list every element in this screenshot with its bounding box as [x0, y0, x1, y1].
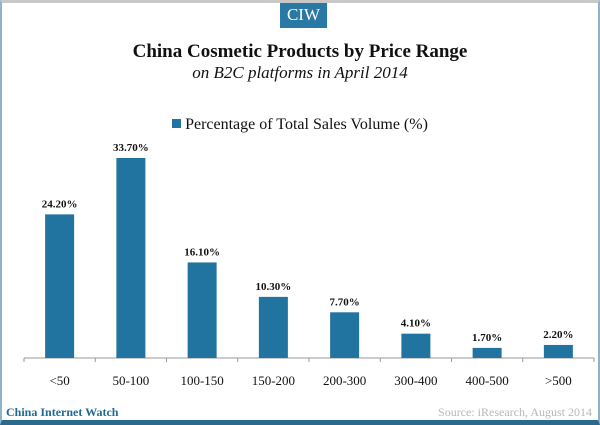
- x-tick-label: 200-300: [323, 373, 366, 388]
- data-label: 4.10%: [401, 318, 431, 330]
- data-label: 24.20%: [42, 198, 78, 210]
- bar: [401, 333, 431, 358]
- x-tick-label: 400-500: [465, 373, 508, 388]
- chart-subtitle: on B2C platforms in April 2014: [192, 63, 408, 82]
- bar: [543, 344, 573, 358]
- x-tick-label: <50: [49, 373, 69, 388]
- bar: [187, 262, 217, 358]
- data-label: 2.20%: [543, 329, 573, 341]
- x-tick-label: 50-100: [112, 373, 149, 388]
- data-label: 7.70%: [330, 296, 360, 308]
- bar: [472, 347, 502, 358]
- bar: [45, 214, 75, 358]
- brand-logo: CIW: [280, 3, 327, 28]
- bar: [330, 312, 360, 358]
- x-tick-label: >500: [545, 373, 572, 388]
- legend: Percentage of Total Sales Volume (%): [2, 116, 598, 134]
- x-tick-label: 300-400: [394, 373, 437, 388]
- bar: [116, 158, 146, 358]
- bar: [258, 296, 288, 358]
- data-label: 1.70%: [472, 332, 502, 344]
- x-tick-label: 150-200: [252, 373, 295, 388]
- footer-source: Source: iResearch, August 2014: [438, 405, 592, 419]
- legend-swatch: [172, 119, 182, 128]
- legend-label: Percentage of Total Sales Volume (%): [185, 116, 428, 133]
- data-label: 16.10%: [184, 246, 220, 258]
- x-tick-label: 100-150: [180, 373, 223, 388]
- footer-brand: China Internet Watch: [6, 405, 119, 419]
- data-label: 33.70%: [113, 142, 149, 154]
- data-label: 10.30%: [256, 281, 292, 293]
- chart-title: China Cosmetic Products by Price Range: [132, 41, 468, 62]
- bar-chart: 24.20% <50 33.70% 50-100 16.10% 100-150 10.30%…: [23, 142, 595, 388]
